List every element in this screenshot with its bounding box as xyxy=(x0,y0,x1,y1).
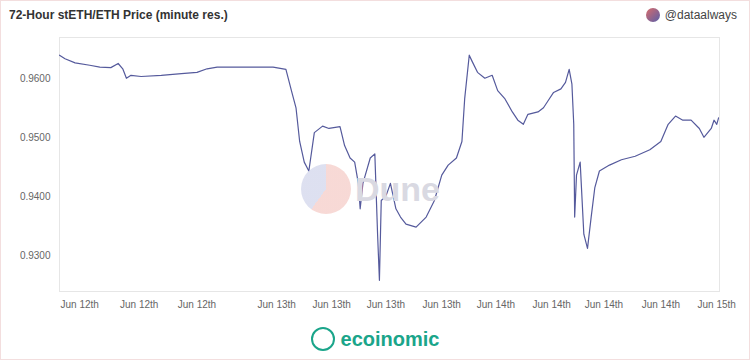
svg-text:Jun 13th: Jun 13th xyxy=(313,299,351,310)
svg-text:Jun 14th: Jun 14th xyxy=(533,299,571,310)
svg-text:Jun 15th: Jun 15th xyxy=(698,299,736,310)
html-text:@dataalways: @dataalways xyxy=(664,8,737,22)
svg-text:0.9600: 0.9600 xyxy=(20,73,51,84)
svg-text:Jun 14th: Jun 14th xyxy=(642,299,680,310)
html-text:Dune: Dune xyxy=(355,169,440,208)
svg-text:Jun 13th: Jun 13th xyxy=(367,299,405,310)
svg-text:0.9300: 0.9300 xyxy=(20,250,51,261)
html-text:ecoinomic: ecoinomic xyxy=(340,327,440,350)
svg-text:Jun 12th: Jun 12th xyxy=(60,299,98,310)
svg-text:Jun 14th: Jun 14th xyxy=(477,299,515,310)
svg-text:Jun 12th: Jun 12th xyxy=(178,299,216,310)
html-text:72-Hour stETH/ETH Price (minut: 72-Hour stETH/ETH Price (minute res.) xyxy=(9,8,228,22)
svg-text:0.9400: 0.9400 xyxy=(20,191,51,202)
svg-text:Jun 13th: Jun 13th xyxy=(258,299,296,310)
svg-text:Jun 13th: Jun 13th xyxy=(423,299,461,310)
svg-text:Jun 12th: Jun 12th xyxy=(120,299,158,310)
svg-text:Jun 14th: Jun 14th xyxy=(585,299,623,310)
svg-text:0.9500: 0.9500 xyxy=(20,132,51,143)
